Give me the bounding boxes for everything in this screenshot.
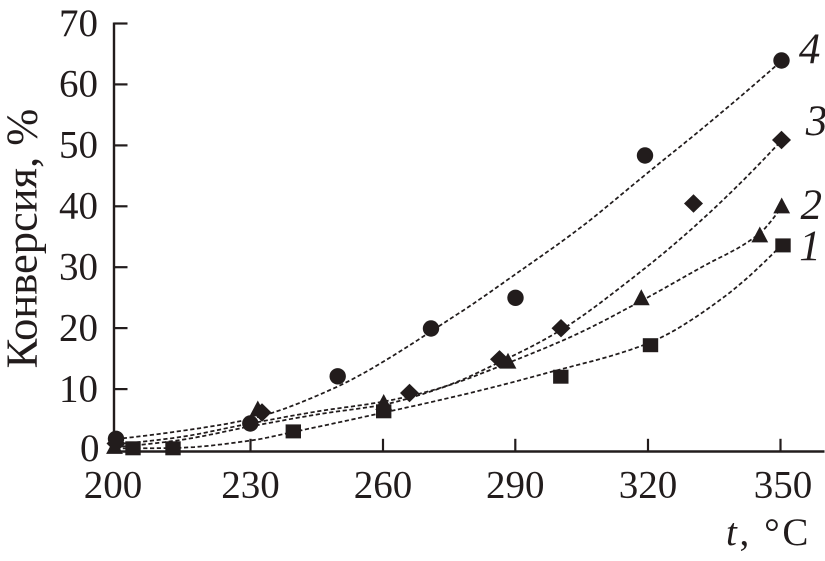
svg-text:350: 350 (754, 464, 813, 507)
svg-text:Конверсия, %: Конверсия, % (0, 109, 47, 369)
svg-text:20: 20 (59, 306, 98, 349)
svg-text:10: 10 (59, 367, 98, 410)
svg-text:200: 200 (84, 464, 143, 507)
svg-text:60: 60 (59, 63, 98, 106)
svg-text:0: 0 (80, 427, 100, 470)
svg-text:t, °C: t, °C (726, 511, 811, 554)
svg-text:30: 30 (59, 246, 98, 289)
svg-text:70: 70 (59, 2, 98, 45)
svg-text:4: 4 (799, 26, 821, 73)
svg-text:230: 230 (221, 464, 280, 507)
svg-text:1: 1 (799, 223, 821, 270)
svg-text:50: 50 (59, 124, 98, 167)
svg-text:320: 320 (619, 464, 678, 507)
svg-text:2: 2 (800, 182, 822, 229)
svg-text:40: 40 (59, 185, 98, 228)
svg-text:290: 290 (486, 464, 545, 507)
svg-text:260: 260 (354, 464, 413, 507)
svg-text:3: 3 (805, 98, 825, 145)
